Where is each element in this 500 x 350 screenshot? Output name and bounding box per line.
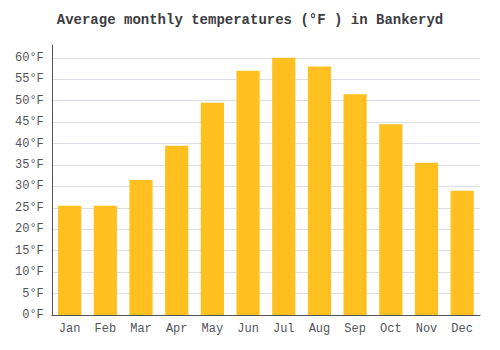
svg-text:Apr: Apr	[166, 322, 188, 336]
svg-text:Average monthly temperatures (: Average monthly temperatures (°F ) in Ba…	[57, 12, 443, 28]
svg-text:45°F: 45°F	[15, 115, 44, 129]
svg-text:30°F: 30°F	[15, 179, 44, 193]
svg-text:50°F: 50°F	[15, 94, 44, 108]
svg-text:10°F: 10°F	[15, 265, 44, 279]
svg-text:Nov: Nov	[416, 322, 438, 336]
svg-text:20°F: 20°F	[15, 222, 44, 236]
svg-text:Sep: Sep	[344, 322, 366, 336]
svg-text:Jul: Jul	[273, 322, 295, 336]
svg-text:Dec: Dec	[451, 322, 473, 336]
svg-text:0°F: 0°F	[22, 308, 44, 322]
svg-text:Jun: Jun	[237, 322, 259, 336]
svg-text:Jan: Jan	[59, 322, 81, 336]
svg-text:Feb: Feb	[95, 322, 117, 336]
svg-text:Mar: Mar	[130, 322, 152, 336]
svg-text:Aug: Aug	[309, 322, 331, 336]
svg-text:Oct: Oct	[380, 322, 402, 336]
svg-text:15°F: 15°F	[15, 244, 44, 258]
svg-text:25°F: 25°F	[15, 201, 44, 215]
svg-text:60°F: 60°F	[15, 51, 44, 65]
svg-text:May: May	[202, 322, 224, 336]
svg-text:5°F: 5°F	[22, 287, 44, 301]
svg-text:40°F: 40°F	[15, 137, 44, 151]
svg-text:35°F: 35°F	[15, 158, 44, 172]
svg-text:55°F: 55°F	[15, 72, 44, 86]
